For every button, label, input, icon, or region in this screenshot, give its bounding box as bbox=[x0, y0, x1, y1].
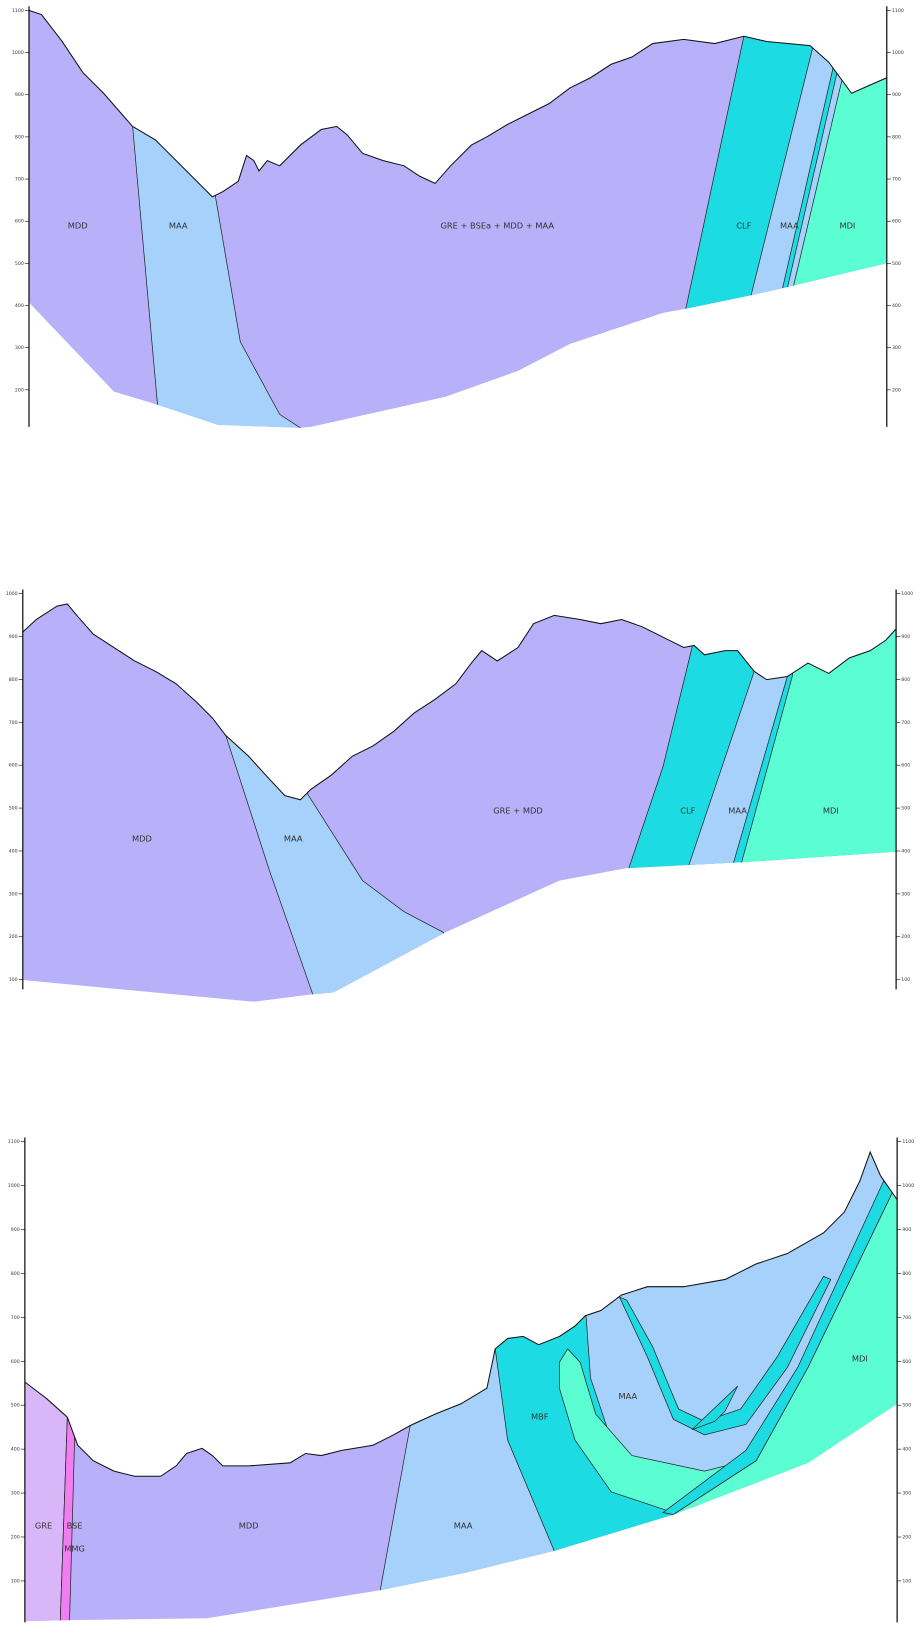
axis-tick-label: 500 bbox=[15, 261, 24, 267]
section-2: MDD MAA GRE + MDD CLF MAA MDI bbox=[0, 580, 922, 1015]
axis-tick-label: 200 bbox=[15, 387, 24, 393]
axis-tick-label: 600 bbox=[901, 763, 910, 769]
unit-label: GRE bbox=[35, 1521, 52, 1531]
unit-label: MAA bbox=[728, 806, 747, 816]
axis-tick-label: 700 bbox=[15, 177, 24, 183]
unit-label: GRE + BSEa + MDD + MAA bbox=[441, 220, 555, 230]
axis-tick-label: 100 bbox=[11, 1578, 20, 1584]
axis-tick-label: 1000 bbox=[6, 591, 18, 597]
unit-label: MDD bbox=[239, 1521, 259, 1531]
unit-label: MDI bbox=[852, 1354, 868, 1364]
axis-tick-label: 300 bbox=[901, 891, 910, 897]
axis-tick-label: 400 bbox=[902, 1447, 911, 1453]
axis-tick-label: 500 bbox=[892, 261, 901, 267]
unit-label: MAA bbox=[618, 1391, 637, 1401]
unit-label: MBF bbox=[531, 1412, 549, 1422]
cross-sections: MDD MAA GRE + BSEa + MDD + MAA CLF MAA M… bbox=[0, 0, 922, 1640]
axis-tick-label: 300 bbox=[9, 891, 18, 897]
axis-tick-label: 700 bbox=[892, 177, 901, 183]
axis-tick-label: 1100 bbox=[902, 1139, 914, 1145]
axis-tick-label: 500 bbox=[901, 806, 910, 812]
axis-tick-label: 1100 bbox=[12, 8, 24, 14]
axis-tick-label: 600 bbox=[902, 1359, 911, 1365]
unit-label: MAA bbox=[169, 220, 188, 230]
axis-tick-label: 700 bbox=[9, 720, 18, 726]
unit-label: CLF bbox=[680, 806, 695, 816]
axis-tick-label: 400 bbox=[901, 848, 910, 854]
axis-tick-label: 200 bbox=[901, 934, 910, 940]
axis-tick-label: 700 bbox=[11, 1315, 20, 1321]
axis-tick-label: 900 bbox=[15, 92, 24, 98]
axis-tick-label: 700 bbox=[901, 720, 910, 726]
unit-label: MMG bbox=[64, 1543, 85, 1553]
axis-tick-label: 200 bbox=[902, 1534, 911, 1540]
axis-tick-label: 1000 bbox=[892, 50, 904, 56]
axis-tick-label: 400 bbox=[9, 848, 18, 854]
unit-label: MDD bbox=[132, 834, 152, 844]
axis-tick-label: 800 bbox=[901, 677, 910, 683]
axis-tick-label: 300 bbox=[11, 1491, 20, 1497]
axis-tick-label: 800 bbox=[892, 134, 901, 140]
axis-tick-label: 900 bbox=[901, 634, 910, 640]
axis-tick-label: 400 bbox=[892, 303, 901, 309]
unit-label: MAA bbox=[284, 834, 303, 844]
axis-tick-label: 200 bbox=[9, 934, 18, 940]
axis-tick-label: 100 bbox=[901, 977, 910, 983]
axis-tick-label: 600 bbox=[9, 763, 18, 769]
unit-label: MAA bbox=[780, 220, 799, 230]
axis-tick-label: 400 bbox=[15, 303, 24, 309]
axis-tick-label: 200 bbox=[11, 1534, 20, 1540]
axis-tick-label: 500 bbox=[902, 1403, 911, 1409]
axis-tick-label: 1100 bbox=[8, 1139, 20, 1145]
axis-tick-label: 900 bbox=[892, 92, 901, 98]
axis-tick-label: 1000 bbox=[902, 1183, 914, 1189]
axis-tick-label: 300 bbox=[902, 1491, 911, 1497]
unit-label: MDI bbox=[839, 220, 855, 230]
axis-tick-label: 1000 bbox=[12, 50, 24, 56]
axis-tick-label: 100 bbox=[9, 977, 18, 983]
axis-tick-label: 800 bbox=[902, 1271, 911, 1277]
axis-tick-label: 200 bbox=[892, 387, 901, 393]
axis-tick-label: 600 bbox=[11, 1359, 20, 1365]
axis-tick-label: 600 bbox=[15, 219, 24, 225]
unit-label: MAA bbox=[454, 1521, 473, 1531]
axis-tick-label: 300 bbox=[892, 345, 901, 351]
unit-label: MDD bbox=[68, 220, 88, 230]
section-1: MDD MAA GRE + BSEa + MDD + MAA CLF MAA M… bbox=[0, 0, 922, 445]
axis-tick-label: 900 bbox=[11, 1227, 20, 1233]
axis-tick-label: 1000 bbox=[8, 1183, 20, 1189]
axis-tick-label: 800 bbox=[9, 677, 18, 683]
axis-tick-label: 500 bbox=[9, 806, 18, 812]
axis-tick-label: 400 bbox=[11, 1447, 20, 1453]
axis-tick-label: 600 bbox=[892, 219, 901, 225]
section-3: GRE BSE MMG MDD MAA MBF MAA MDI bbox=[0, 1140, 922, 1640]
axis-tick-label: 900 bbox=[902, 1227, 911, 1233]
unit-gre bbox=[0, 1140, 68, 1627]
axis-tick-label: 300 bbox=[15, 345, 24, 351]
axis-tick-label: 500 bbox=[11, 1403, 20, 1409]
axis-tick-label: 900 bbox=[9, 634, 18, 640]
axis-tick-label: 1100 bbox=[892, 8, 904, 14]
axis-tick-label: 100 bbox=[902, 1578, 911, 1584]
axis-tick-label: 800 bbox=[11, 1271, 20, 1277]
unit-label: GRE + MDD bbox=[493, 806, 542, 816]
unit-label: BSE bbox=[67, 1521, 83, 1531]
unit-label: MDI bbox=[823, 806, 839, 816]
axis-tick-label: 800 bbox=[15, 134, 24, 140]
axis-tick-label: 700 bbox=[902, 1315, 911, 1321]
axis-tick-label: 1000 bbox=[901, 591, 913, 597]
unit-label: CLF bbox=[736, 220, 751, 230]
